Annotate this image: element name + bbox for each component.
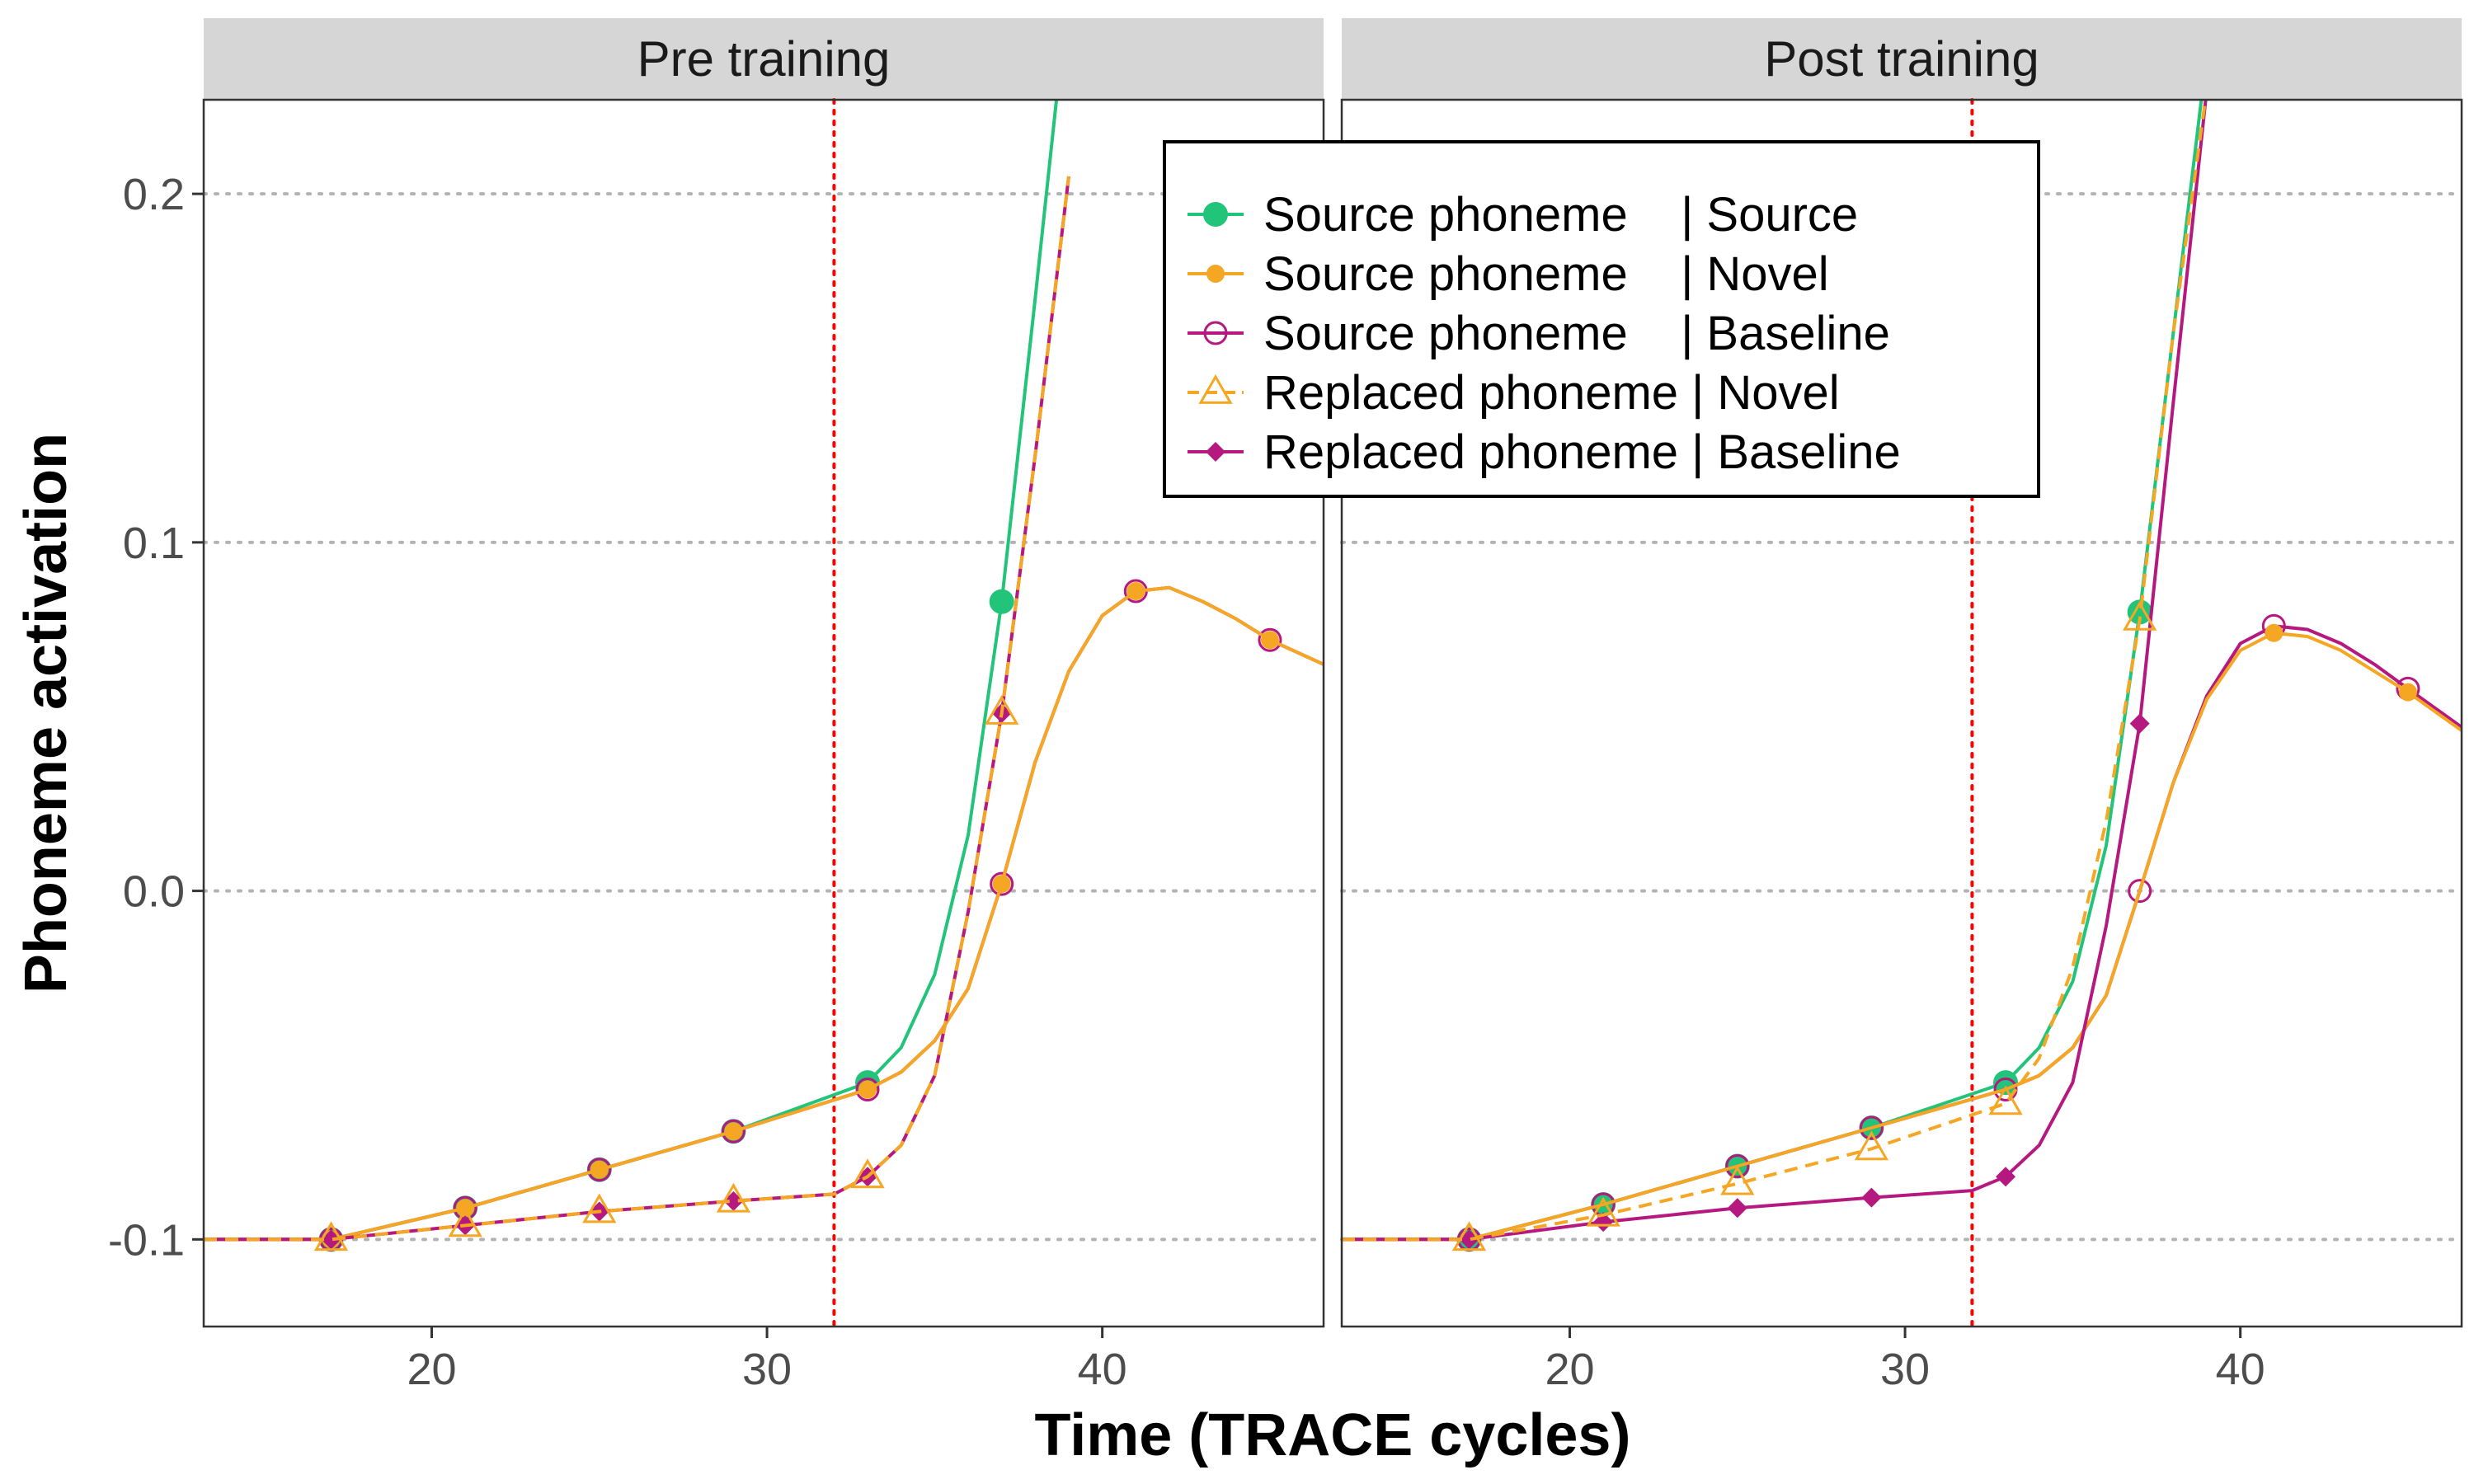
data-point: [1854, 1130, 1889, 1161]
data-point: [2127, 599, 2152, 625]
series-rep-nov: [204, 176, 1070, 1252]
data-point: [724, 1122, 743, 1141]
data-point: [1720, 1165, 1755, 1195]
data-point: [1725, 1154, 1750, 1179]
legend-key-marker: [1198, 373, 1233, 404]
legend-label: Source phoneme | Source: [1263, 188, 1858, 242]
data-point: [1861, 1187, 1882, 1208]
series-line: [1342, 100, 2208, 1242]
legend-item-rep-base: Replaced phoneme | Baseline: [1188, 425, 1901, 479]
legend-item-src-src: Source phoneme | Source: [1188, 188, 1858, 242]
y-tick-label: 0.1: [123, 519, 185, 568]
x-tick-label: 30: [742, 1345, 792, 1394]
data-point: [1996, 1167, 2016, 1187]
data-point: [1260, 631, 1279, 650]
panel-border: [1340, 98, 2463, 1328]
panel-border: [202, 98, 1325, 1328]
legend-key-marker: [1206, 442, 1225, 462]
data-point: [850, 1158, 885, 1189]
data-point: [2123, 600, 2157, 631]
x-axis-title: Time (TRACE cycles): [1035, 1402, 1631, 1468]
panel-pre-training: Pre training 20 30 40: [202, 18, 1325, 1394]
x-axis-ticks: 20 30 40: [407, 1327, 1127, 1394]
data-point: [448, 1207, 482, 1237]
data-point: [590, 1160, 609, 1179]
panel-background: [204, 100, 1324, 1327]
data-point: [990, 871, 1014, 896]
data-point: [858, 1080, 877, 1099]
data-point: [1859, 1115, 1884, 1140]
data-point: [989, 589, 1014, 614]
data-point: [2265, 623, 2284, 642]
legend-label: Source phoneme | Novel: [1263, 247, 1829, 301]
legend-item-src-nov: Source phoneme | Novel: [1188, 247, 1829, 301]
panel-strip: [204, 18, 1324, 100]
y-axis-title: Phoneme activation: [13, 433, 79, 993]
x-tick-label: 40: [1078, 1345, 1127, 1394]
y-axis-ticks: -0.1 0.0 0.1 0.2: [108, 170, 204, 1265]
series-rep-nov: [1342, 100, 2208, 1252]
panel-title: Post training: [1764, 31, 2039, 87]
data-point: [855, 1078, 880, 1102]
x-tick-label: 20: [1545, 1345, 1594, 1394]
data-point: [1586, 1196, 1620, 1227]
legend-key-marker: [1203, 321, 1228, 345]
data-point: [1126, 582, 1145, 601]
data-point: [1258, 627, 1282, 652]
data-point: [716, 1182, 751, 1213]
y-tick-label: -0.1: [108, 1215, 185, 1265]
data-point: [313, 1221, 349, 1252]
data-point: [2129, 713, 2150, 734]
data-point: [1727, 1198, 1747, 1219]
data-point: [1451, 1221, 1487, 1252]
legend-box: [1163, 140, 2040, 498]
x-tick-label: 30: [1880, 1345, 1930, 1394]
legend-key-marker: [1206, 265, 1225, 283]
data-point: [582, 1193, 617, 1223]
legend-label: Source phoneme | Baseline: [1263, 307, 1890, 360]
data-point: [2128, 879, 2152, 904]
x-tick-label: 40: [2216, 1345, 2265, 1394]
legend-label: Replaced phoneme | Baseline: [1263, 425, 1901, 479]
series-layer: [204, 100, 1324, 1252]
legend-item-rep-nov: Replaced phoneme | Novel: [1188, 366, 1840, 420]
data-point: [1988, 1085, 2023, 1115]
data-point: [1993, 1070, 2019, 1096]
y-tick-label: 0.0: [123, 867, 185, 917]
y-tick-label: 0.2: [123, 170, 185, 219]
series-line: [204, 176, 1070, 1242]
x-tick-label: 20: [407, 1345, 456, 1394]
data-point: [992, 875, 1011, 894]
data-point: [587, 1158, 612, 1182]
data-point: [721, 1119, 745, 1144]
legend-label: Replaced phoneme | Novel: [1263, 366, 1840, 420]
series-layer: [1342, 100, 2462, 1252]
data-point: [985, 694, 1019, 725]
legend-item-src-base: Source phoneme | Baseline: [1188, 307, 1890, 360]
data-point: [2398, 683, 2417, 702]
panel-strip: [1342, 18, 2462, 100]
gridlines: [202, 192, 1325, 1242]
legend-key-marker: [1203, 202, 1228, 227]
panel-title: Pre training: [637, 31, 891, 87]
x-axis-ticks: 20 30 40: [1545, 1327, 2265, 1394]
